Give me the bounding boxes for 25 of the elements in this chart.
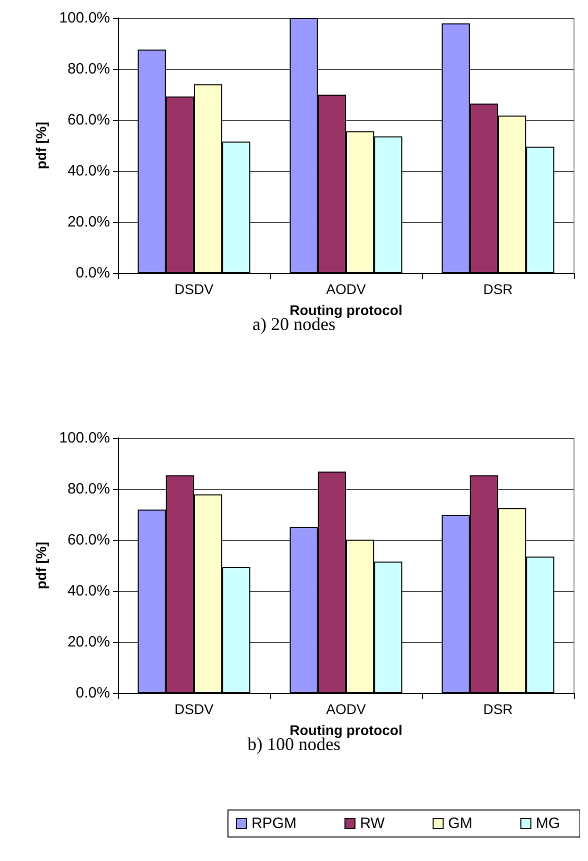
x-tick-label: DSR xyxy=(483,701,513,717)
legend-label: MG xyxy=(536,815,560,832)
y-tick-label: 60.0% xyxy=(67,112,110,128)
y-tick-label: 40.0% xyxy=(67,582,110,600)
y-tick-label: 20.0% xyxy=(67,214,110,230)
x-tick-label: DSDV xyxy=(174,701,214,717)
x-tick-label: AODV xyxy=(326,281,366,297)
y-tick-label: 60.0% xyxy=(67,532,110,548)
x-axis-title: Routing protocol xyxy=(290,302,402,318)
y-tick-label: 80.0% xyxy=(67,60,110,78)
y-tick-label: 40.0% xyxy=(67,162,110,180)
legend-label: RW xyxy=(360,815,386,832)
x-tick-label: AODV xyxy=(326,701,366,717)
y-axis-title: pdf [%] xyxy=(33,542,49,590)
y-tick-label: 0.0% xyxy=(76,264,110,282)
x-tick-label: DSR xyxy=(483,281,513,297)
y-tick-label: 0.0% xyxy=(76,684,110,702)
y-tick-label: 100.0% xyxy=(59,430,110,446)
y-tick-label: 80.0% xyxy=(67,480,110,498)
legend-label: RPGM xyxy=(251,815,296,832)
y-tick-label: 100.0% xyxy=(59,10,110,26)
legend-label: GM xyxy=(448,815,472,832)
y-tick-label: 20.0% xyxy=(67,634,110,650)
x-tick-label: DSDV xyxy=(174,281,214,297)
y-axis-title: pdf [%] xyxy=(33,122,49,170)
